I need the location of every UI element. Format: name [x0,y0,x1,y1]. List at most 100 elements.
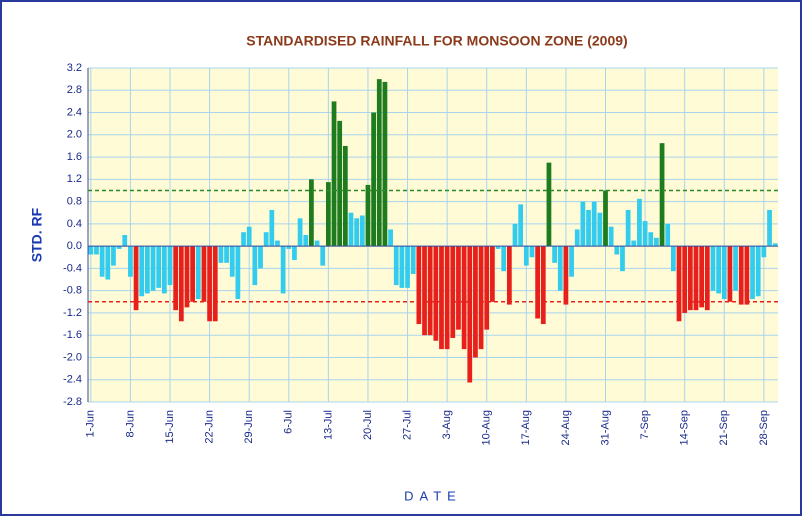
bar [484,246,490,330]
bar [642,221,648,247]
bar [687,246,693,311]
bar [184,246,190,308]
bar [388,229,393,247]
bar [365,184,371,247]
bar [433,246,439,341]
bar [393,246,399,286]
y-tick-label: 1.2 [67,173,82,185]
bar [427,246,433,336]
bar [716,246,721,294]
bar [608,226,614,247]
bar [325,182,331,247]
bar [586,209,591,247]
y-tick-label: 0.4 [67,218,82,230]
bar [161,246,167,294]
x-tick-label: 10-Aug [481,410,493,445]
bar [269,209,275,247]
bar [767,209,772,247]
bar [145,246,150,294]
bar [178,246,184,322]
bar [212,246,218,322]
bar [461,246,467,350]
bar [755,246,761,297]
bar [111,246,116,266]
bar [99,246,105,277]
bar [371,112,376,247]
bar [444,246,450,350]
bar [280,246,286,294]
bar [252,246,258,286]
bar [501,246,507,272]
bar [614,246,620,255]
bar [173,246,179,311]
bar [704,246,710,311]
bar [676,246,682,322]
bar [201,246,207,302]
bar [738,246,744,305]
bar [320,246,326,266]
x-tick-label: 8-Jun [124,410,136,438]
bar [224,246,229,263]
bar [591,201,597,247]
y-tick-label: 2.8 [67,84,82,96]
y-tick-label: -2.0 [63,351,82,363]
bar [552,246,557,263]
bar [625,209,631,247]
y-tick-label: 0.8 [67,196,82,208]
bar [354,218,360,247]
bar [456,246,461,330]
bar [309,179,314,247]
bar [772,243,778,247]
bar [620,246,625,272]
chart-title: STANDARDISED RAINFALL FOR MONSOON ZONE (… [246,33,627,49]
bar [337,120,343,247]
x-tick-label: 14-Sep [679,410,691,445]
bar [648,232,654,247]
bar [156,246,162,288]
y-tick-label: -2.8 [63,396,82,408]
bar [167,246,173,286]
x-tick-label: 20-Jul [362,410,374,440]
bar [331,101,337,247]
x-tick-label: 17-Aug [520,410,532,445]
bar [450,246,456,338]
x-tick-label: 24-Aug [560,410,572,445]
bar [292,246,297,261]
y-tick-label: 2.4 [67,106,82,118]
bar [342,145,348,247]
bar [88,246,94,255]
bar [733,246,738,291]
bar [359,215,365,247]
bar [235,246,241,300]
bar [665,223,671,247]
bar [303,235,309,247]
bar [603,190,608,247]
bar [670,246,676,272]
bar [557,246,563,291]
bar [506,246,512,305]
bar [314,240,320,247]
y-tick-label: -2.4 [63,374,82,386]
bar [116,246,122,249]
x-tick-label: 29-Jun [243,410,255,444]
bar [744,246,750,305]
bar [721,246,727,300]
bar [94,246,99,255]
bar [540,246,546,325]
bar [150,246,156,291]
bar [563,246,569,305]
bar [105,246,111,280]
bar [574,229,580,247]
bar [637,198,642,247]
bar [348,212,354,247]
bar [133,246,139,311]
bar [535,246,541,319]
x-tick-label: 22-Jun [204,410,216,444]
bar [286,246,292,249]
bar [727,246,733,302]
bar [416,246,422,325]
bar [495,246,501,249]
bar [523,246,529,266]
bar [422,246,427,336]
